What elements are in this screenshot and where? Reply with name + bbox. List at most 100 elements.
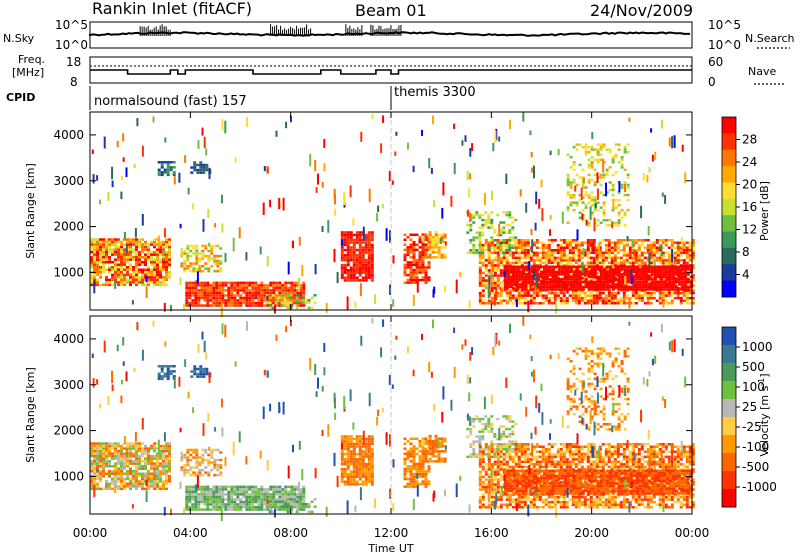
heatmap-cell	[620, 163, 624, 167]
heatmap-cell	[496, 294, 500, 297]
heatmap-cell	[623, 145, 627, 149]
heatmap-cell	[99, 447, 102, 450]
heatmap-cell	[269, 199, 272, 208]
heatmap-cell	[197, 500, 201, 504]
heatmap-cell	[156, 283, 159, 287]
heatmap-cell	[317, 173, 319, 185]
heatmap-cell	[268, 296, 272, 299]
heatmap-cell	[626, 236, 629, 242]
heatmap-cell	[207, 267, 211, 270]
heatmap-cell	[168, 263, 171, 266]
heatmap-cell	[571, 251, 575, 255]
heatmap-cell	[248, 284, 252, 287]
heatmap-cell	[117, 283, 120, 287]
heatmap-cell	[99, 199, 102, 205]
heatmap-cell	[183, 456, 187, 459]
heatmap-cell	[388, 170, 391, 182]
heatmap-cell	[212, 289, 216, 292]
cpid-program-1: normalsound (fast) 157	[94, 94, 247, 109]
heatmap-cell	[343, 258, 347, 262]
heatmap-cell	[583, 299, 587, 302]
heatmap-cell	[102, 250, 105, 254]
heatmap-cell	[679, 251, 683, 255]
heatmap-cell	[219, 451, 223, 454]
heatmap-cell	[584, 273, 588, 276]
heatmap-cell	[138, 255, 141, 259]
heatmap-cell	[509, 280, 513, 284]
heatmap-cell	[150, 281, 153, 284]
heatmap-cell	[111, 454, 114, 458]
heatmap-cell	[156, 480, 159, 483]
heatmap-cell	[138, 243, 141, 246]
heatmap-cell	[168, 475, 171, 478]
heatmap-cell	[581, 273, 585, 276]
heatmap-cell	[168, 447, 171, 450]
heatmap-cell	[587, 275, 591, 279]
heatmap-cell	[126, 243, 129, 246]
heatmap-cell	[607, 254, 611, 257]
heatmap-cell	[680, 265, 684, 268]
heatmap-cell	[541, 296, 545, 300]
heatmap-cell	[538, 264, 542, 267]
heatmap-cell	[272, 495, 276, 499]
heatmap-cell	[242, 301, 246, 305]
heatmap-cell	[99, 442, 102, 445]
heatmap-cell	[364, 279, 368, 282]
heatmap-cell	[123, 467, 126, 470]
heatmap-cell	[162, 465, 165, 468]
heatmap-cell	[611, 280, 615, 284]
heatmap-cell	[90, 477, 93, 481]
nave-tick-top: 60	[708, 55, 723, 69]
heatmap-cell	[200, 508, 204, 511]
heatmap-cell	[599, 191, 603, 194]
heatmap-cell	[147, 258, 150, 261]
heatmap-cell	[150, 467, 153, 470]
heatmap-cell	[520, 294, 524, 297]
heatmap-cell	[135, 261, 138, 264]
heatmap-cell	[583, 241, 587, 244]
heatmap-cell	[340, 269, 344, 272]
heatmap-cell	[545, 273, 549, 276]
heatmap-cell	[682, 299, 686, 302]
heatmap-cell	[686, 285, 690, 289]
heatmap-cell	[637, 299, 641, 302]
heatmap-cell	[150, 276, 153, 279]
heatmap-cell	[254, 291, 258, 295]
heatmap-cell	[499, 231, 503, 234]
heatmap-cell	[421, 261, 425, 264]
heatmap-cell	[90, 281, 93, 284]
heatmap-cell	[141, 243, 144, 246]
heatmap-cell	[206, 304, 210, 307]
heatmap-cell	[203, 493, 207, 496]
heatmap-cell	[634, 241, 638, 244]
heatmap-cell	[656, 275, 660, 279]
heatmap-cell	[257, 493, 261, 496]
heatmap-cell	[521, 285, 525, 289]
heatmap-cell	[493, 244, 497, 247]
heatmap-cell	[102, 459, 105, 463]
heatmap-cell	[544, 254, 548, 257]
heatmap-cell	[197, 503, 201, 506]
heatmap-cell	[364, 271, 368, 274]
heatmap-cell	[188, 490, 192, 494]
heatmap-cell	[245, 281, 249, 285]
heatmap-cell	[562, 296, 566, 300]
heatmap-cell	[637, 264, 641, 267]
heatmap-cell	[156, 482, 159, 486]
heatmap-cell	[227, 299, 231, 302]
heatmap-cell	[93, 482, 96, 486]
heatmap-cell	[572, 193, 576, 197]
heatmap-cell	[370, 258, 374, 262]
heatmap-cell	[346, 246, 350, 249]
heatmap-cell	[278, 488, 282, 491]
heatmap-cell	[592, 241, 596, 244]
heatmap-cell	[236, 505, 240, 509]
heatmap-cell	[358, 233, 362, 237]
heatmap-cell	[637, 296, 641, 300]
heatmap-cell	[135, 243, 138, 246]
heatmap-cell	[548, 268, 552, 271]
heatmap-cell	[239, 503, 243, 506]
heatmap-cell	[395, 131, 398, 136]
heatmap-cell	[511, 228, 515, 232]
y-tick-label: 4000	[53, 128, 84, 142]
